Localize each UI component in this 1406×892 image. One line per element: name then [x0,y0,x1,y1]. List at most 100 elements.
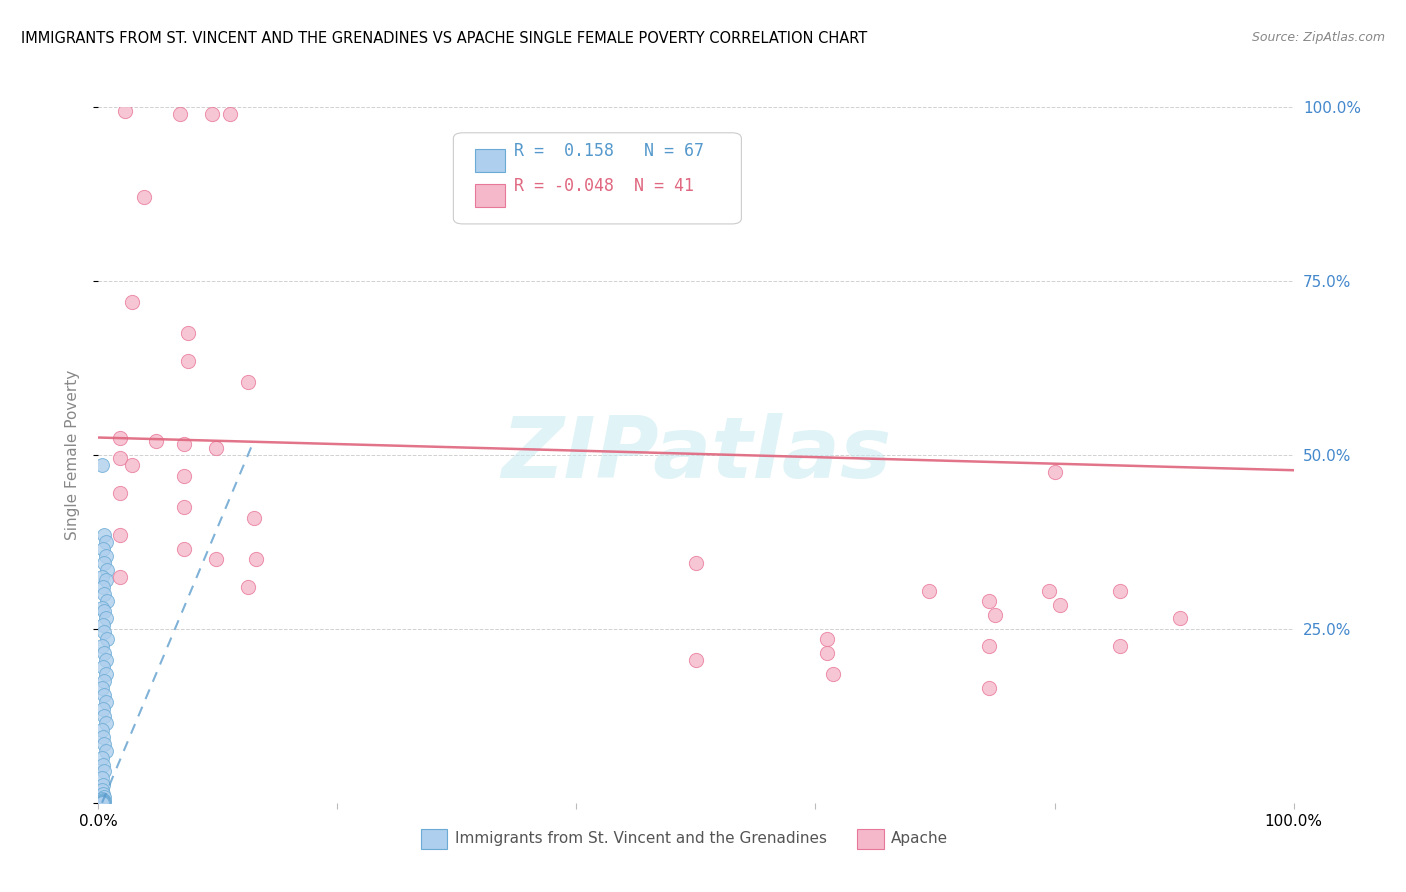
Point [91,681,114,695]
Bar [858,830,883,848]
Point [91,730,114,744]
Point [91,541,114,556]
Point [1049,598,1071,612]
Point [93,795,115,809]
Point [91,795,114,809]
Point [177,354,200,368]
Point [94,549,117,563]
Point [91,458,114,473]
Point [91,796,114,810]
Point [93,605,115,619]
Point [91,796,114,810]
Point [91,757,114,772]
Point [93,708,115,723]
Point [91,793,114,807]
Point [91,796,114,810]
Point [173,468,195,483]
Text: ZIPatlas: ZIPatlas [501,413,891,497]
Point [91,570,114,584]
Point [93,764,115,779]
Point [96,632,118,647]
Point [236,580,259,594]
Point [93,737,115,751]
Point [91,796,114,810]
Point [108,431,131,445]
Point [1109,639,1132,653]
Point [93,556,115,570]
Point [94,611,117,625]
Point [91,796,114,810]
Point [91,601,114,615]
Point [91,796,114,810]
Point [91,787,114,801]
Point [91,796,114,810]
Point [121,458,143,473]
Point [94,744,117,758]
Point [91,639,114,653]
Point [91,796,114,810]
Point [1168,611,1191,625]
Text: Source: ZipAtlas.com: Source: ZipAtlas.com [1251,31,1385,45]
Point [93,528,115,542]
Point [91,618,114,632]
Point [918,583,941,598]
Point [94,667,117,681]
Point [173,500,195,514]
Point [245,552,267,566]
Point [93,674,115,689]
Bar [475,150,505,172]
Point [91,778,114,792]
Point [91,796,114,810]
Point [823,667,845,681]
Text: R = -0.048  N = 41: R = -0.048 N = 41 [515,178,695,195]
Point [817,646,839,660]
Point [91,796,114,810]
Point [984,607,1007,622]
Point [177,326,200,340]
Point [219,107,242,121]
Point [91,783,114,797]
Bar [422,830,447,848]
Point [91,702,114,716]
Point [173,437,195,451]
Text: Apache: Apache [891,831,948,847]
Point [91,795,114,809]
Point [91,791,114,805]
Point [243,510,266,524]
Bar [475,185,505,207]
Point [93,688,115,702]
Point [91,794,114,808]
Point [91,796,114,810]
Y-axis label: Single Female Poverty: Single Female Poverty [65,370,80,540]
Text: Immigrants from St. Vincent and the Grenadines: Immigrants from St. Vincent and the Gren… [454,831,827,847]
Point [93,794,115,808]
Point [201,107,224,121]
Point [94,535,117,549]
Point [108,486,131,500]
Text: IMMIGRANTS FROM ST. VINCENT AND THE GRENADINES VS APACHE SINGLE FEMALE POVERTY C: IMMIGRANTS FROM ST. VINCENT AND THE GREN… [21,31,868,46]
Point [96,563,118,577]
Point [96,594,118,608]
Point [204,552,226,566]
Point [91,660,114,674]
Point [91,796,114,810]
FancyBboxPatch shape [453,133,741,224]
Point [169,107,191,121]
Point [108,570,131,584]
Point [93,789,115,804]
Point [817,632,839,647]
Point [977,594,1000,608]
Point [204,441,226,455]
Point [685,653,707,667]
Point [1038,583,1060,598]
Point [1043,466,1066,480]
Point [91,796,114,810]
Point [94,653,117,667]
Point [94,715,117,730]
Point [93,587,115,601]
Point [173,541,195,556]
Point [91,580,114,594]
Point [91,772,114,786]
Point [145,434,167,448]
Point [685,556,707,570]
